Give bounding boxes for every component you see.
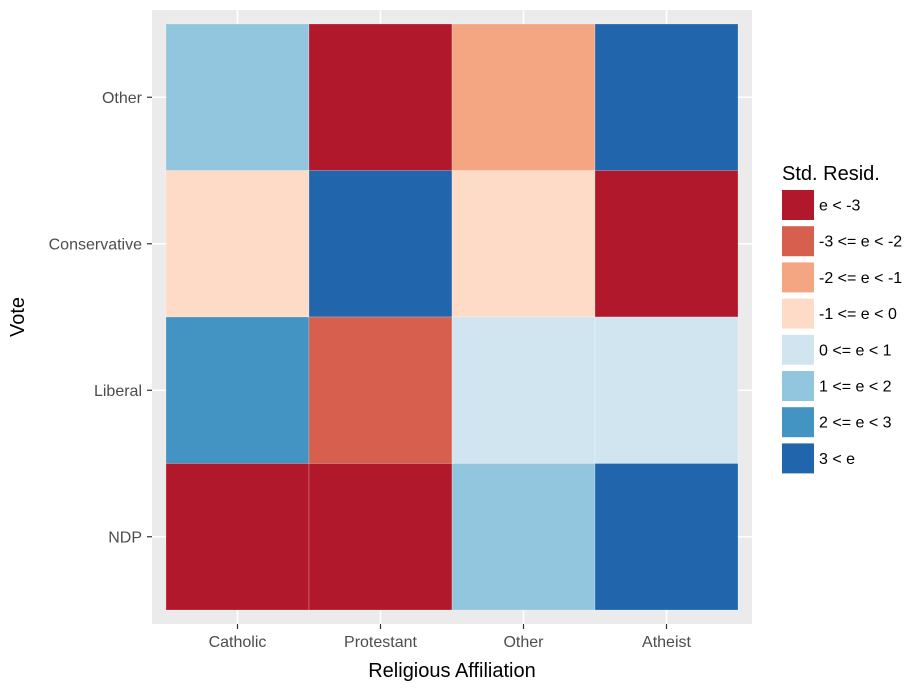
legend-key-3 [782, 262, 814, 293]
x-tick-label-catholic: Catholic [209, 634, 267, 651]
legend-key-4 [782, 298, 814, 329]
y-tick-label-other: Other [102, 90, 143, 107]
legend-label-6: 1 <= e < 2 [819, 379, 892, 396]
cell-conservative-protestant [308, 170, 453, 318]
legend-title: Std. Resid. [782, 163, 880, 185]
cell-ndp-other [451, 463, 596, 611]
cell-liberal-protestant [308, 316, 453, 464]
legend-label-7: 2 <= e < 3 [819, 415, 892, 432]
cell-conservative-catholic [165, 170, 310, 318]
legend-key-5 [782, 334, 814, 365]
cell-other-catholic [165, 23, 310, 171]
cell-other-other [451, 23, 596, 171]
cell-ndp-protestant [308, 463, 453, 611]
heatmap-cells [165, 23, 739, 611]
legend-key-6 [782, 371, 814, 401]
y-axis-title: Vote [7, 297, 29, 337]
legend-label-8: 3 < e [819, 451, 855, 468]
y-tick-label-liberal: Liberal [94, 383, 142, 400]
y-tick-label-ndp: NDP [108, 529, 142, 546]
legend-label-5: 0 <= e < 1 [819, 342, 892, 359]
cell-other-protestant [308, 23, 453, 171]
cell-conservative-atheist [594, 170, 739, 318]
cell-conservative-other [451, 170, 596, 318]
legend-key-7 [782, 407, 814, 438]
x-tick-label-protestant: Protestant [344, 634, 417, 651]
legend-label-1: e < -3 [819, 198, 860, 215]
legend-label-2: -3 <= e < -2 [819, 234, 902, 251]
cell-other-atheist [594, 23, 739, 171]
x-tick-label-atheist: Atheist [642, 634, 691, 651]
legend: Std. Resid. e < -3 -3 <= e < -2 -2 <= e < … [782, 163, 902, 474]
cell-liberal-atheist [594, 316, 739, 464]
legend-key-8 [782, 443, 814, 474]
x-axis: Catholic Protestant Other Atheist [209, 624, 692, 651]
legend-label-3: -2 <= e < -1 [819, 270, 902, 287]
x-axis-title: Religious Affiliation [368, 660, 536, 682]
cell-ndp-catholic [165, 463, 310, 611]
cell-ndp-atheist [594, 463, 739, 611]
cell-liberal-other [451, 316, 596, 464]
legend-key-2 [782, 226, 814, 257]
x-tick-label-other: Other [503, 634, 544, 651]
legend-label-4: -1 <= e < 0 [819, 306, 897, 323]
legend-key-1 [782, 190, 814, 220]
cell-liberal-catholic [165, 316, 310, 464]
y-axis: NDP Liberal Conservative Other [49, 90, 152, 546]
y-tick-label-conservative: Conservative [49, 236, 142, 253]
